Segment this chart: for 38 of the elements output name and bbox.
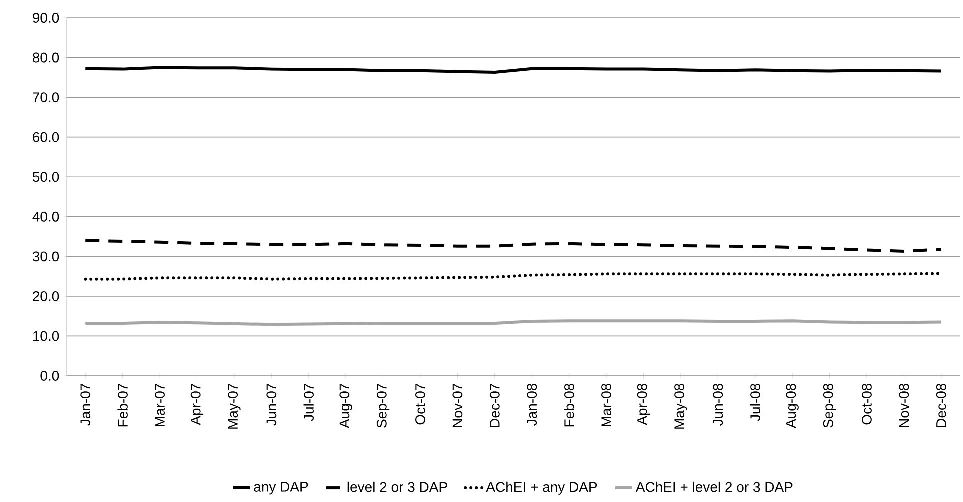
y-tick-label: 70.0 [33,92,60,103]
x-tick-label: Jan-08 [527,384,538,426]
y-tick-label: 90.0 [33,13,60,23]
x-tick-label: Jun-07 [266,384,277,426]
x-tick-label: Feb-08 [564,384,574,427]
y-tick-label: 10.0 [33,331,60,342]
x-tick-label: Jan-07 [80,384,91,426]
y-tick-label: 60.0 [33,132,60,142]
y-tick-label: 20.0 [33,291,60,302]
x-tick-label: Sep-07 [376,384,390,428]
y-tick-label: 40.0 [32,212,60,222]
x-tick-label: Dec-08 [936,384,946,428]
legend-label: AChEI + level 2 or 3 DAP [636,482,793,492]
x-tick-label: Sep-08 [823,384,836,428]
legend-label: AChEI + any DAP [486,482,598,495]
x-tick-label: Oct-08 [862,384,872,425]
y-tick-label: 80.0 [33,52,60,63]
y-tick-label: 30.0 [32,252,60,262]
y-tick-label: 0.0 [40,371,60,381]
x-tick-label: Mar-08 [602,384,612,427]
x-tick-label: Jun-08 [713,384,724,426]
x-tick-label: Aug-07 [340,384,352,428]
x-tick-label: May-08 [674,384,688,429]
x-tick-label: Jul-07 [304,384,314,422]
x-tick-label: Aug-08 [786,384,799,428]
y-tick-label: 50.0 [32,172,60,182]
x-tick-label: Apr-07 [190,384,204,426]
x-tick-label: Dec-07 [490,384,500,428]
x-tick-label: May-07 [228,384,241,429]
x-tick-label: Mar-07 [155,384,165,427]
x-tick-label: Apr-08 [637,384,650,426]
legend-label: level 2 or 3 DAP [348,482,448,492]
x-tick-label: Oct-07 [416,384,426,425]
x-tick-label: Nov-07 [452,384,463,428]
legend-label: any DAP [254,482,308,495]
x-tick-label: Jul-08 [750,384,760,422]
x-tick-label: Feb-07 [118,384,128,427]
x-tick-label: Nov-08 [899,384,910,428]
